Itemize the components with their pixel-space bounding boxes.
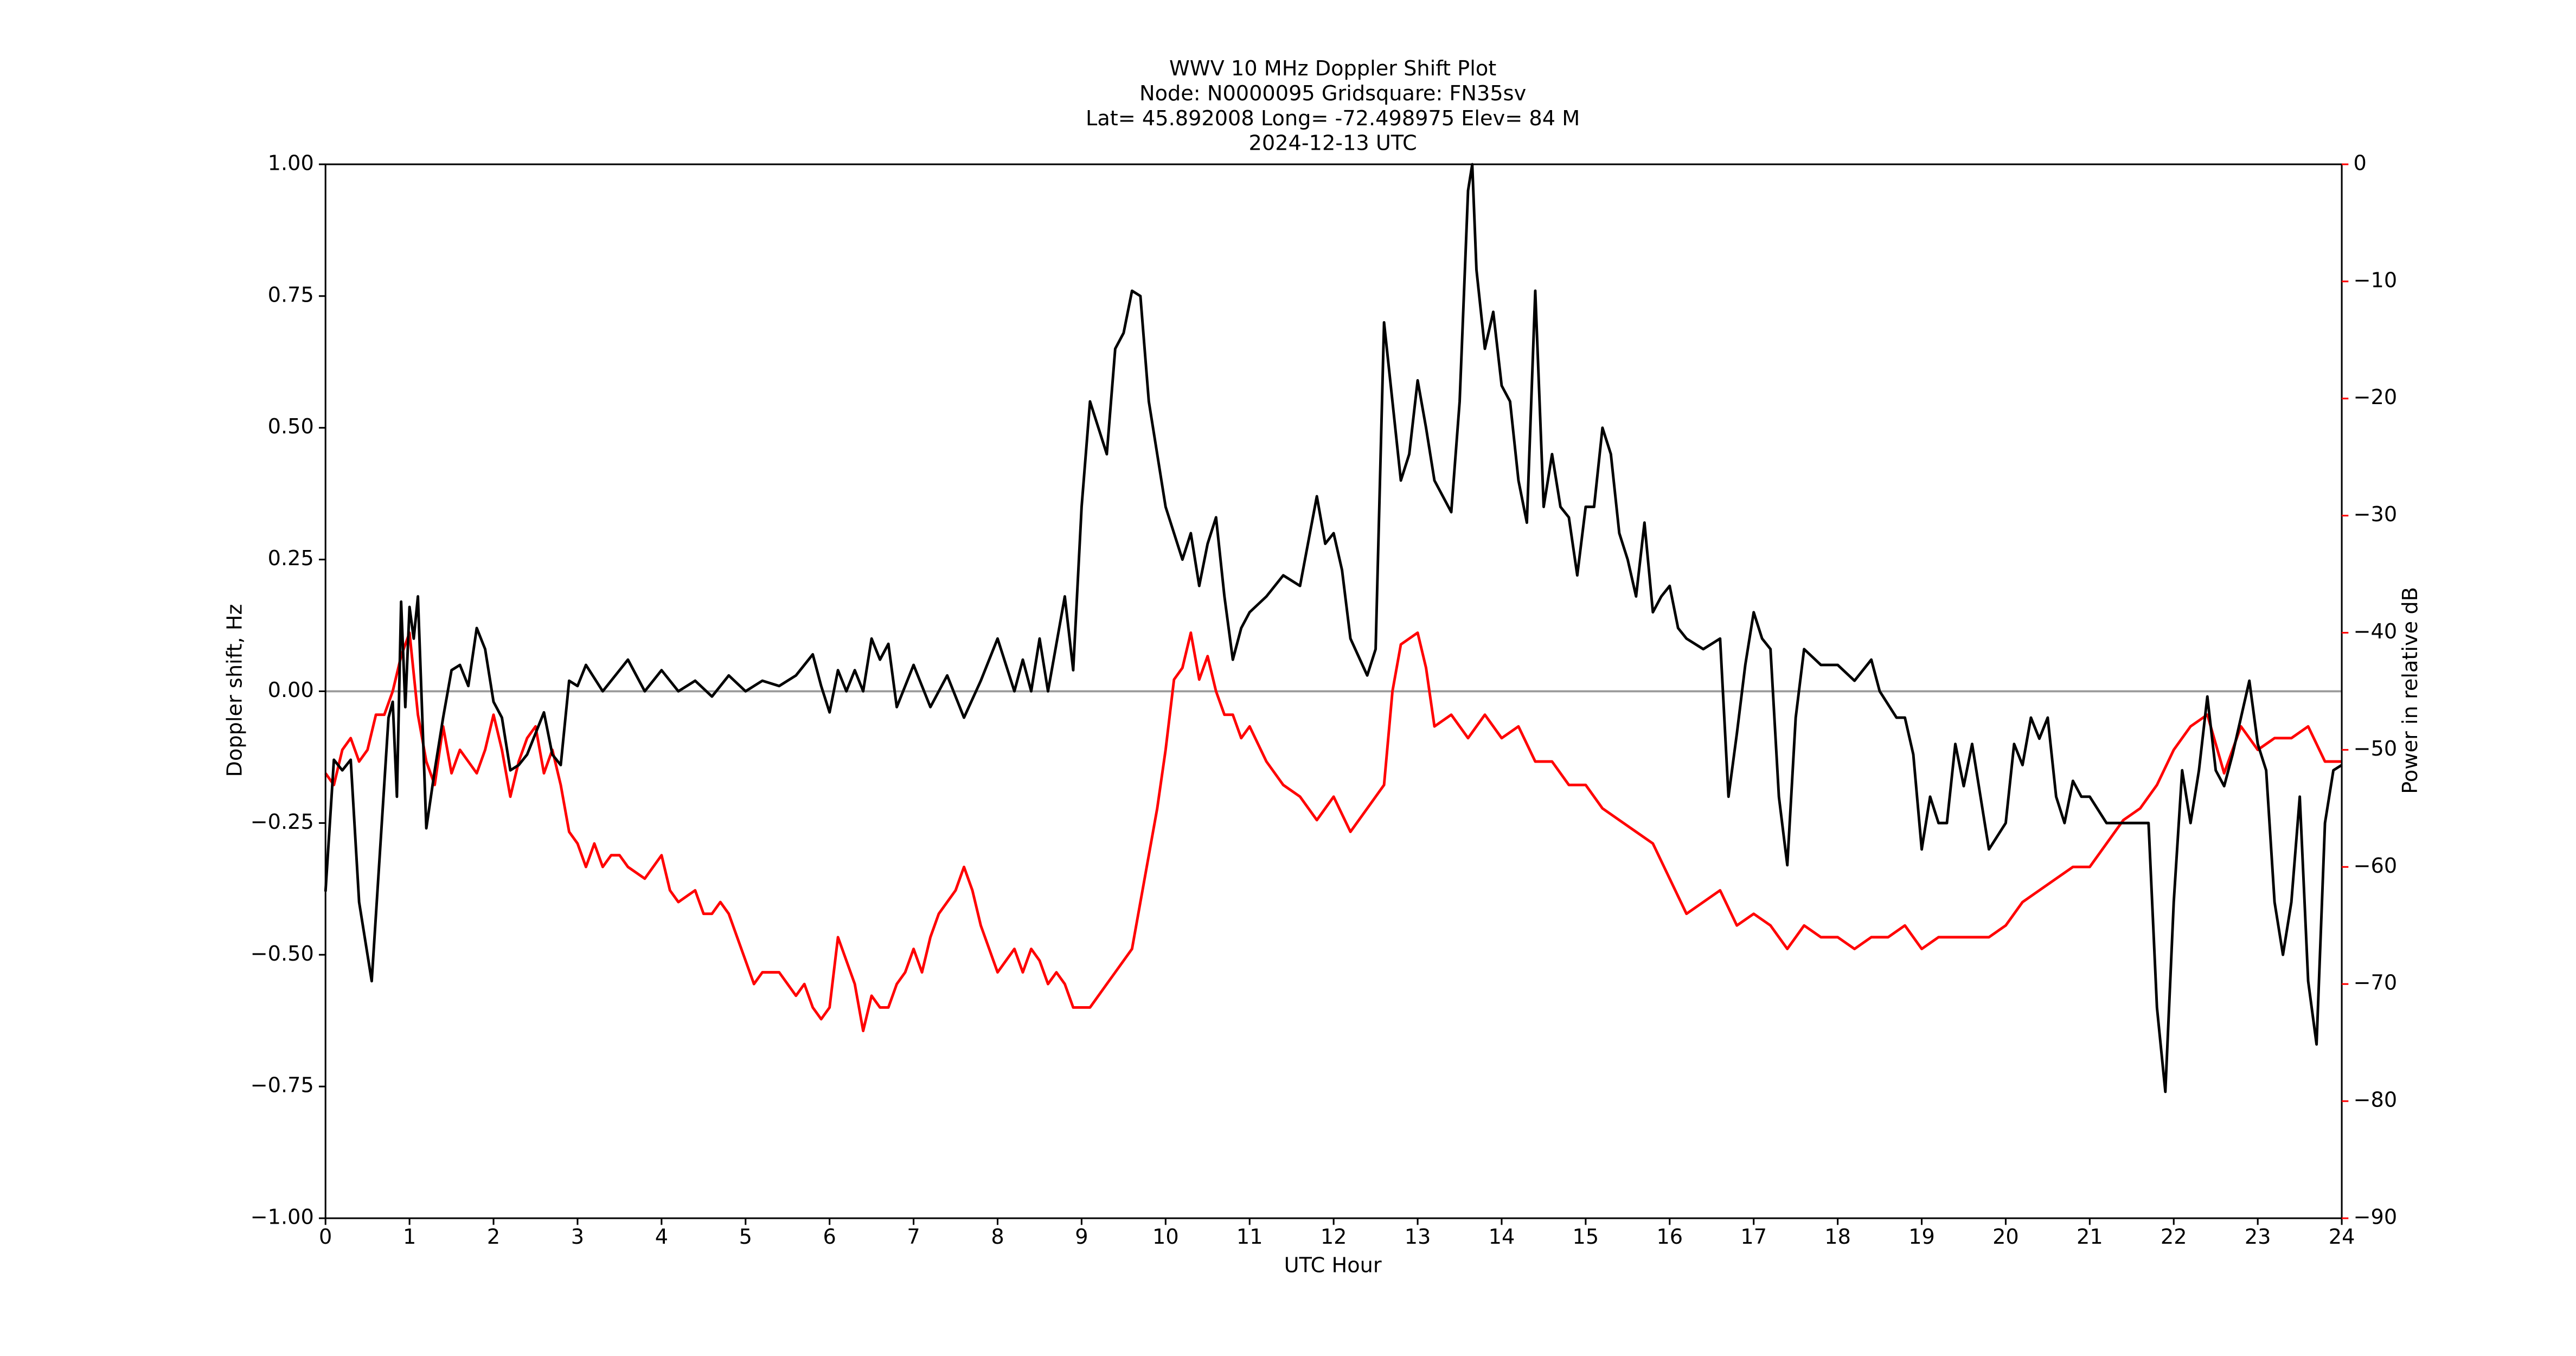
y-tick-label: −0.50	[251, 942, 314, 966]
x-tick-label: 23	[2245, 1225, 2271, 1249]
x-tick-label: 6	[823, 1225, 836, 1249]
x-tick-label: 11	[1236, 1225, 1263, 1249]
x-tick-label: 18	[1824, 1225, 1851, 1249]
y-tick-label: −1.00	[251, 1206, 314, 1230]
x-tick-label: 13	[1405, 1225, 1431, 1249]
y2-tick-label: −80	[2354, 1089, 2398, 1112]
y-tick-label: −0.75	[251, 1074, 314, 1098]
x-tick-label: 2	[487, 1225, 500, 1249]
y2-tick-label: −90	[2354, 1206, 2398, 1230]
x-tick-label: 20	[1992, 1225, 2019, 1249]
chart-title: WWV 10 MHz Doppler Shift Plot	[1169, 57, 1496, 81]
y-axis-label: Doppler shift, Hz	[223, 604, 247, 777]
x-axis-label: UTC Hour	[1284, 1253, 1382, 1277]
y2-tick-label: −20	[2354, 386, 2398, 410]
y2-axis-label: Power in relative dB	[2399, 587, 2423, 794]
data-line	[324, 631, 2342, 1033]
x-tick-label: 19	[1908, 1225, 1935, 1249]
y2-tick-label: −10	[2354, 268, 2398, 292]
y-tick-label: 0.75	[268, 283, 314, 307]
x-tick-label: 1	[403, 1225, 416, 1249]
y2-tick-label: −60	[2354, 854, 2398, 878]
x-tick-label: 10	[1152, 1225, 1179, 1249]
y-tick-label: 1.00	[268, 151, 314, 175]
x-tick-label: 8	[991, 1225, 1004, 1249]
x-tick-label: 14	[1489, 1225, 1515, 1249]
y-tick-label: 0.00	[268, 679, 314, 702]
chart-title: 2024-12-13 UTC	[1249, 132, 1417, 156]
x-tick-label: 21	[2077, 1225, 2103, 1249]
chart-title: Lat= 45.892008 Long= -72.498975 Elev= 84…	[1086, 107, 1580, 131]
x-tick-label: 22	[2161, 1225, 2187, 1249]
y2-tick-label: 0	[2354, 151, 2367, 175]
chart-title: Node: N0000095 Gridsquare: FN35sv	[1139, 82, 1526, 106]
y2-tick-label: −30	[2354, 503, 2398, 527]
x-tick-label: 4	[655, 1225, 668, 1249]
y2-tick-label: −70	[2354, 971, 2398, 995]
x-tick-label: 15	[1573, 1225, 1599, 1249]
x-tick-label: 12	[1321, 1225, 1347, 1249]
y-tick-label: −0.25	[251, 810, 314, 834]
x-tick-label: 24	[2329, 1225, 2355, 1249]
x-tick-label: 17	[1740, 1225, 1767, 1249]
y-tick-label: 0.50	[268, 415, 314, 439]
x-tick-label: 16	[1656, 1225, 1683, 1249]
data-line	[324, 163, 2343, 1093]
x-tick-label: 9	[1075, 1225, 1088, 1249]
y-tick-label: 0.25	[268, 547, 314, 571]
y2-tick-label: −40	[2354, 620, 2398, 644]
y2-tick-label: −50	[2354, 737, 2398, 761]
x-tick-label: 3	[571, 1225, 584, 1249]
x-tick-label: 7	[907, 1225, 920, 1249]
x-tick-label: 0	[319, 1225, 332, 1249]
x-tick-label: 5	[739, 1225, 752, 1249]
